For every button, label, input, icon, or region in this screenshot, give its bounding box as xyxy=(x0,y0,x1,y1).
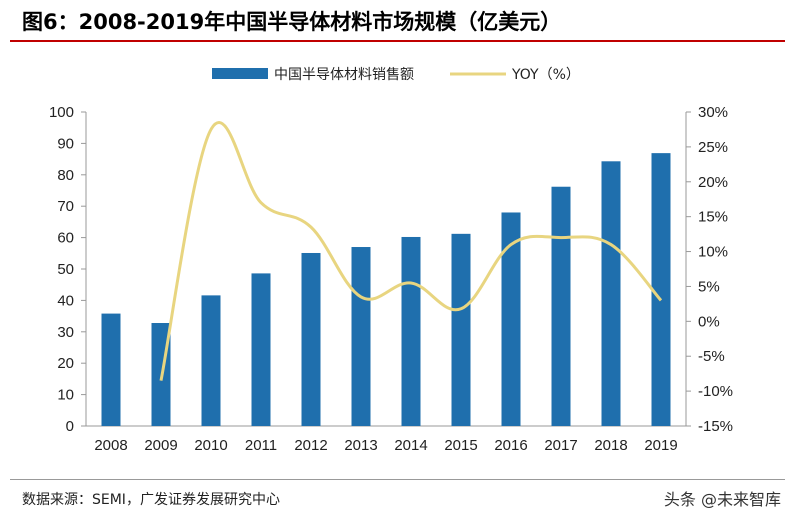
left-tick-label: 80 xyxy=(57,167,74,184)
title-divider xyxy=(10,40,785,42)
bar-2014 xyxy=(401,236,421,426)
right-tick-label: 30% xyxy=(698,104,728,121)
x-tick-label: 2008 xyxy=(94,437,127,454)
right-tick-label: 15% xyxy=(698,209,728,226)
chart: 0 10 20 30 40 50 60 70 80 90 100 -15% -10% -5% 0% 5% 10%… xyxy=(49,67,733,454)
bar-2013 xyxy=(351,247,371,426)
legend-bar-swatch xyxy=(212,68,268,79)
x-tick-label: 2010 xyxy=(194,437,227,454)
bar-2010 xyxy=(201,295,221,426)
right-tick-label: -5% xyxy=(698,348,725,365)
x-tick-label: 2016 xyxy=(494,437,527,454)
yoy-line xyxy=(159,120,663,381)
x-tick-label: 2013 xyxy=(344,437,377,454)
left-tick-label: 70 xyxy=(57,198,74,215)
left-tick-label: 60 xyxy=(57,230,74,247)
left-tick-label: 0 xyxy=(66,418,74,435)
page-title: 图6：2008-2019年中国半导体材料市场规模（亿美元） xyxy=(22,10,562,34)
footer-divider xyxy=(10,479,785,480)
x-tick-label: 2012 xyxy=(294,437,327,454)
bar-2008 xyxy=(101,313,121,426)
bar-2019 xyxy=(651,153,671,426)
left-tick-label: 20 xyxy=(57,355,74,372)
x-tick-label: 2009 xyxy=(144,437,177,454)
right-tick-label: 0% xyxy=(698,313,720,330)
bar-2017 xyxy=(551,186,571,426)
x-tick-label: 2014 xyxy=(394,437,427,454)
x-tick-label: 2017 xyxy=(544,437,577,454)
right-tick-label: -10% xyxy=(698,383,733,400)
left-tick-label: 90 xyxy=(57,135,74,152)
left-tick-label: 100 xyxy=(49,104,74,121)
legend-line-label: YOY（%） xyxy=(511,67,580,83)
left-tick-label: 10 xyxy=(57,387,74,404)
bar-2015 xyxy=(451,233,471,426)
left-tick-label: 40 xyxy=(57,292,74,309)
right-tick-label: 25% xyxy=(698,139,728,156)
left-tick-label: 30 xyxy=(57,324,74,341)
x-tick-label: 2018 xyxy=(594,437,627,454)
x-tick-label: 2015 xyxy=(444,437,477,454)
x-tick-label: 2019 xyxy=(644,437,677,454)
bar-2011 xyxy=(251,273,271,426)
source-note: 数据来源：SEMI，广发证券发展研究中心 xyxy=(22,492,280,508)
right-tick-label: 10% xyxy=(698,244,728,261)
watermark: 头条 @未来智库 xyxy=(663,490,781,509)
bar-2012 xyxy=(301,252,321,426)
left-tick-label: 50 xyxy=(57,261,74,278)
bar-2016 xyxy=(501,212,521,426)
right-tick-label: 20% xyxy=(698,174,728,191)
bar-2018 xyxy=(601,161,621,426)
x-tick-label: 2011 xyxy=(245,437,277,454)
right-tick-label: 5% xyxy=(698,278,720,295)
right-tick-label: -15% xyxy=(698,418,733,435)
legend-bar-label: 中国半导体材料销售额 xyxy=(274,67,414,83)
